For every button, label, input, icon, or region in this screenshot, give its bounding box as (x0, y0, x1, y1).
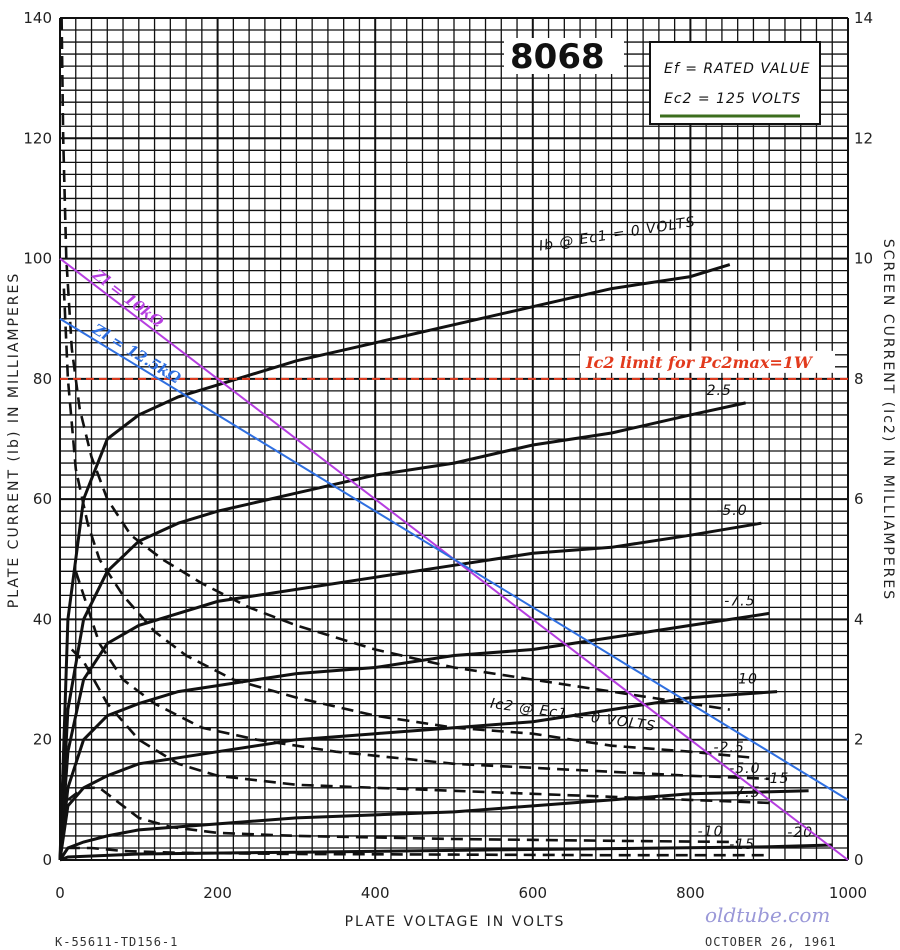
plate-curve-line (58, 521, 762, 861)
conditions-box (649, 41, 821, 125)
screen-curve-label: -15 (729, 837, 755, 853)
plate-curve-label: -15 (764, 771, 790, 787)
screen-curve-line (67, 846, 770, 857)
plate-curve-label: -20 (787, 825, 813, 841)
y2-tick-label: 4 (854, 610, 864, 628)
chart-date: OCTOBER 26, 1961 (705, 935, 837, 949)
plate-curve-label: -7.5 (724, 593, 755, 609)
condition-ec2: Ec2 = 125 VOLTS (664, 91, 801, 107)
y-tick-label: 20 (33, 731, 52, 749)
plate-curve-line (58, 690, 778, 861)
grid (59, 17, 849, 861)
y-tick-label: 100 (23, 250, 52, 268)
y-tick-label: 40 (33, 610, 52, 628)
watermark: oldtube.com (705, 903, 830, 927)
plate-curve-line (58, 611, 770, 861)
drawing-number: K-55611-TD156-1 (55, 935, 178, 949)
screen-curve-label: -10 (698, 824, 724, 840)
title-background (504, 38, 624, 74)
y-tick-label: 120 (23, 129, 52, 147)
screen-curve-label: -7.5 (729, 785, 760, 801)
screen-curve-line (62, 288, 754, 760)
screen-curve-line (70, 648, 770, 805)
load-line (59, 317, 849, 801)
condition-ef: Ef = RATED VALUE (664, 61, 810, 77)
chart-title: 8068 (510, 37, 605, 77)
plate-curve-line (59, 843, 833, 862)
y2-tick-label: 2 (854, 731, 864, 749)
y2-tick-label: 0 (854, 851, 864, 869)
screen-curve-label: -2.5 (713, 740, 744, 756)
x-tick-label: 1000 (829, 884, 867, 902)
screen-curve-line (60, 17, 730, 711)
y-tick-label: 140 (23, 9, 52, 27)
x-tick-label: 600 (518, 884, 547, 902)
plate-curve-label: -10 (732, 672, 758, 688)
y2-tick-label: 10 (854, 250, 873, 268)
x-axis-title: PLATE VOLTAGE IN VOLTS (345, 914, 566, 930)
x-tick-label: 200 (203, 884, 232, 902)
y2-tick-label: 8 (854, 370, 864, 388)
x-tick-label: 400 (361, 884, 390, 902)
screen-curve-label: -5.0 (729, 761, 760, 777)
screen-curve-line (74, 570, 770, 781)
screen-curve-line (67, 786, 738, 844)
y2-tick-label: 14 (854, 9, 873, 27)
y2-tick-label: 6 (854, 490, 864, 508)
y2-tick-label: 12 (854, 129, 873, 147)
ic2-limit-label: Ic2 limit for Pc2max=1W (585, 353, 814, 372)
y-tick-label: 0 (42, 851, 52, 869)
plate-curve-line (58, 263, 731, 861)
x-tick-label: 0 (55, 884, 65, 902)
y-tick-label: 80 (33, 370, 52, 388)
tick-labels: 0 200 400 600 800 1000 0 20 40 60 80 100 120 140 0 2 4 6 8… (23, 9, 873, 902)
y-axis-title: PLATE CURRENT (Ib) IN MILLIAMPERES (6, 272, 22, 608)
x-tick-label: 800 (676, 884, 705, 902)
plate-curve-line (58, 789, 809, 861)
ic2-limit-label-background (580, 350, 835, 373)
y-tick-label: 60 (33, 490, 52, 508)
plate-curve-label: -5.0 (716, 503, 747, 519)
y2-axis-title: SCREEN CURRENT (Ic2) IN MILLIAMPERES (880, 239, 896, 601)
plate-curve-label: -2.5 (701, 383, 732, 399)
